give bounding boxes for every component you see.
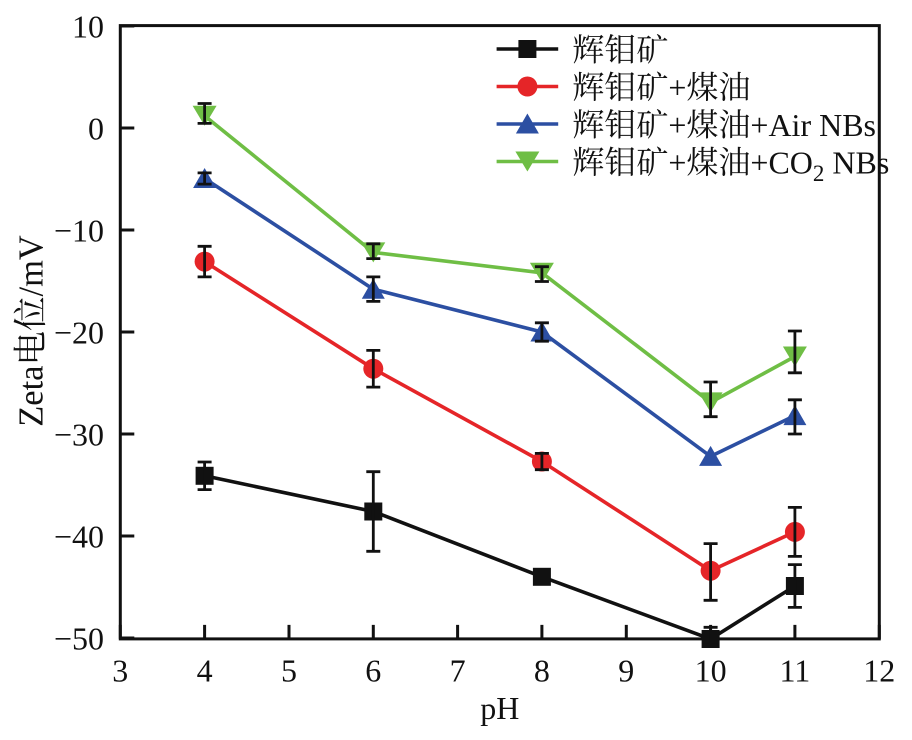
svg-text:−30: −30: [54, 416, 104, 452]
svg-text:9: 9: [618, 653, 634, 689]
svg-text:pH: pH: [480, 690, 519, 726]
svg-text:−10: −10: [54, 212, 104, 248]
svg-text:10: 10: [72, 8, 104, 44]
svg-text:Zeta: Zeta: [13, 366, 51, 427]
svg-text:/mV: /mV: [13, 235, 51, 296]
svg-text:7: 7: [450, 653, 466, 689]
svg-text:+Air NBs: +Air NBs: [750, 107, 876, 143]
svg-text:6: 6: [365, 653, 381, 689]
svg-text:4: 4: [197, 653, 213, 689]
svg-text:−20: −20: [54, 314, 104, 350]
svg-text:−40: −40: [54, 518, 104, 554]
svg-text:−50: −50: [54, 620, 104, 656]
svg-text:11: 11: [779, 653, 810, 689]
svg-text:+: +: [668, 70, 686, 106]
svg-text:12: 12: [863, 653, 895, 689]
svg-text:2: 2: [813, 161, 825, 186]
svg-text:3: 3: [112, 653, 128, 689]
svg-text:0: 0: [88, 110, 104, 146]
svg-text:+: +: [668, 145, 686, 181]
svg-text:10: 10: [695, 653, 727, 689]
svg-text:NBs: NBs: [832, 145, 889, 181]
svg-text:5: 5: [281, 653, 297, 689]
svg-text:+: +: [668, 107, 686, 143]
svg-text:8: 8: [534, 653, 550, 689]
svg-text:+CO: +CO: [750, 145, 813, 181]
